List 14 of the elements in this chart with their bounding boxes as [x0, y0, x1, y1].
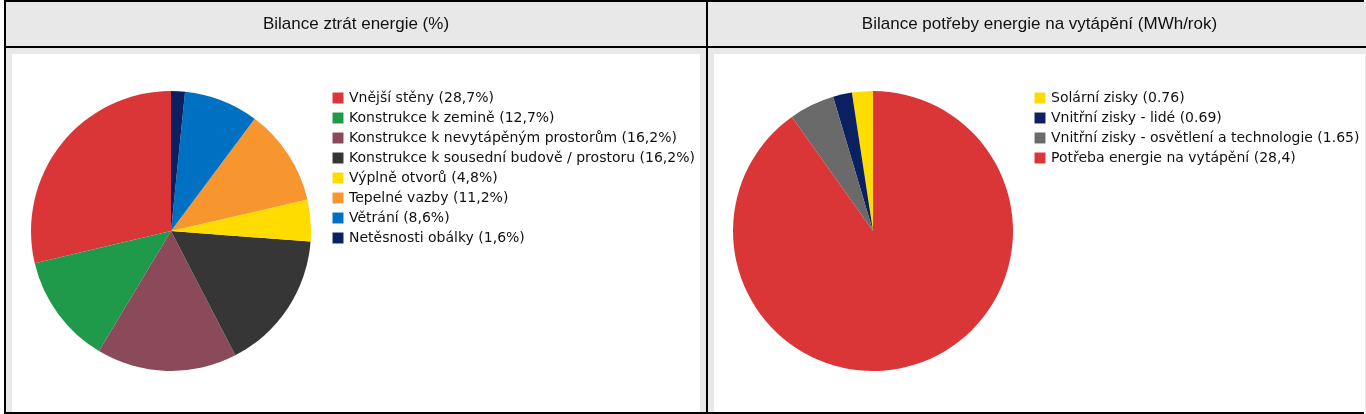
legend-label: Tepelné vazby (11,2%): [348, 189, 509, 205]
legend-label: Vnitřní zisky - lidé (0.69): [1051, 109, 1222, 125]
chart-title: Bilance ztrát energie (%): [6, 2, 706, 48]
legend-label: Netěsnosti obálky (1,6%): [349, 229, 525, 245]
legend-label: Vnější stěny (28,7%): [349, 89, 494, 105]
legend-label: Větrání (8,6%): [349, 209, 450, 225]
legend-label: Výplně otvorů (4,8%): [349, 169, 498, 185]
legend-label: Konstrukce k zemině (12,7%): [349, 109, 555, 125]
chart-title: Bilance potřeby energie na vytápění (MWh/rok): [708, 2, 1366, 48]
legend-label: Potřeba energie na vytápění (28,4): [1051, 149, 1296, 165]
legend-label: Konstrukce k nevytápěným prostorům (16,2%): [349, 129, 677, 145]
legend-label: Solární zisky (0.76): [1051, 89, 1185, 105]
legend-label: Konstrukce k sousední budově / prostoru (16,2%): [349, 149, 695, 165]
legend-label: Vnitřní zisky - osvětlení a technologie (1.65): [1051, 129, 1360, 145]
